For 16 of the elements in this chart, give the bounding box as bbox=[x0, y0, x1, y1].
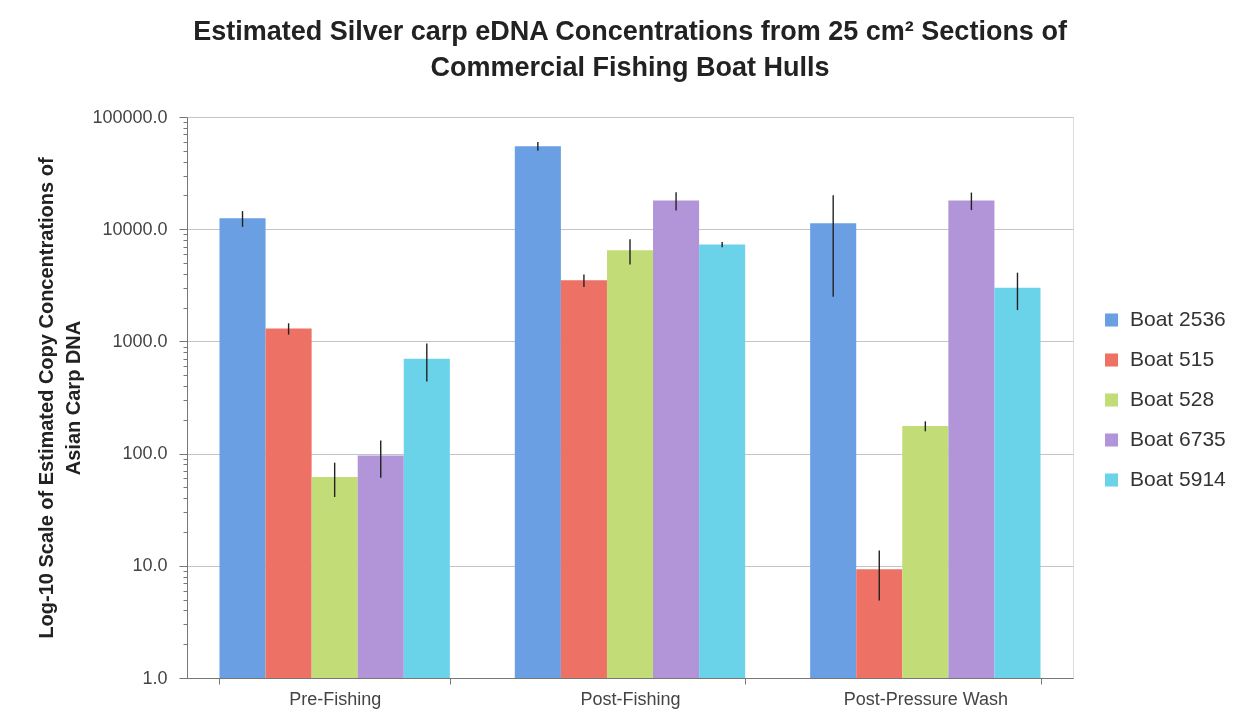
chart-title: Estimated Silver carp eDNA Concentrations from 25 cm² Sections of Commercial Fishing Boat Hulls bbox=[193, 16, 1068, 82]
y-tick-label: 1.0 bbox=[142, 667, 168, 688]
y-tick-label: 1000.0 bbox=[112, 330, 168, 351]
legend-label: Boat 2536 bbox=[1130, 307, 1226, 330]
legend-label: Boat 6735 bbox=[1130, 427, 1226, 450]
legend-label: Boat 528 bbox=[1130, 387, 1215, 410]
y-axis-title: Log-10 Scale of Estimated Copy Concentrations of Asian Carp DNA bbox=[35, 157, 85, 639]
y-tick-label: 100000.0 bbox=[92, 106, 168, 127]
legend-label: Boat 5914 bbox=[1130, 467, 1227, 490]
x-tick-label: Post-Fishing bbox=[580, 688, 681, 709]
x-tick-label: Pre-Fishing bbox=[289, 688, 382, 709]
y-tick-label: 10.0 bbox=[132, 555, 168, 576]
y-tick-label: 100.0 bbox=[122, 443, 168, 464]
y-tick-label: 10000.0 bbox=[102, 218, 168, 239]
legend-label: Boat 515 bbox=[1130, 347, 1215, 370]
x-tick-label: Post-Pressure Wash bbox=[843, 688, 1009, 709]
